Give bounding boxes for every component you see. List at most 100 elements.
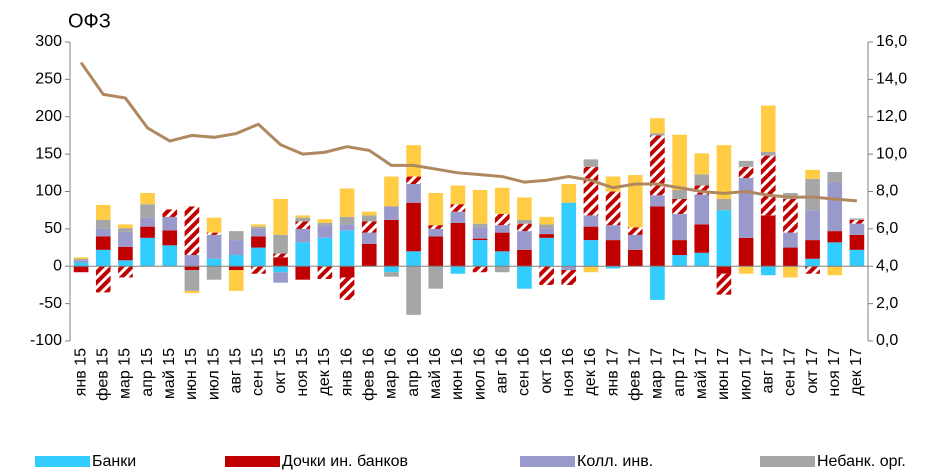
bar (162, 230, 178, 246)
bar (273, 234, 288, 254)
bar (650, 206, 665, 267)
bar (805, 210, 820, 241)
bar (650, 266, 665, 300)
bar (827, 172, 843, 183)
bar (228, 255, 244, 267)
x-tick-label: дек 16 (582, 348, 599, 396)
bar (206, 258, 222, 267)
bar (716, 210, 732, 267)
bar (738, 237, 754, 267)
bar (760, 215, 776, 267)
y2-tick-label: 0,0 (876, 332, 898, 349)
bar (228, 269, 244, 291)
bar (339, 216, 355, 225)
bar (517, 231, 532, 250)
bar (361, 211, 377, 216)
x-tick-label: дек 15 (316, 348, 333, 396)
bar (849, 249, 865, 267)
bar (162, 245, 178, 267)
bar (228, 266, 244, 270)
bar (805, 266, 820, 274)
x-tick-label: мар 15 (117, 348, 134, 399)
legend-swatch (35, 456, 90, 467)
bar (849, 218, 865, 220)
x-tick-label: июл 17 (737, 348, 754, 400)
bar (760, 266, 776, 276)
bar (339, 277, 355, 300)
y2-tick-label: 6,0 (876, 220, 898, 237)
x-tick-label: мар 16 (383, 348, 400, 399)
bar (406, 145, 421, 177)
bar (317, 237, 333, 267)
bar (73, 258, 89, 261)
bar (650, 135, 665, 196)
bar (583, 240, 599, 267)
bar (118, 260, 133, 267)
bar (672, 198, 687, 214)
bar (118, 266, 133, 278)
y2-tick-label: 10,0 (876, 145, 907, 162)
bar (583, 266, 599, 273)
bar (694, 252, 710, 267)
bar (627, 249, 643, 267)
bar (406, 202, 421, 252)
x-tick-label: апр 15 (139, 348, 156, 397)
bar (406, 266, 421, 315)
bar (273, 257, 288, 267)
legend-label: Колл. инв. (577, 453, 653, 470)
bar (672, 240, 687, 256)
bar (95, 236, 111, 250)
bar (406, 251, 421, 267)
y2-tick-label: 16,0 (876, 33, 907, 50)
bar (472, 190, 488, 224)
x-tick-label: май 15 (161, 348, 178, 399)
bar (339, 188, 355, 217)
bar (317, 225, 333, 238)
bar (140, 217, 155, 227)
bar (605, 240, 621, 267)
bar (73, 260, 89, 263)
bar (738, 178, 754, 238)
bar (206, 266, 222, 280)
bar (118, 246, 133, 261)
bar (317, 222, 333, 226)
bar (494, 187, 510, 214)
bar (849, 219, 865, 224)
y-tick-label: 0 (53, 257, 62, 274)
bar (251, 224, 266, 227)
x-tick-label: июн 17 (715, 348, 732, 400)
bar (384, 266, 399, 273)
x-tick-label: июл 16 (471, 348, 488, 400)
bar (716, 266, 732, 274)
bar (627, 234, 643, 250)
bar (95, 266, 111, 293)
bar (650, 133, 665, 136)
x-tick-label: фев 15 (94, 348, 111, 401)
bar (494, 225, 510, 233)
bar (118, 228, 133, 232)
bar (73, 257, 89, 259)
x-tick-label: сен 16 (516, 348, 533, 396)
bar (494, 232, 510, 252)
bar (295, 215, 311, 218)
bar (716, 198, 732, 211)
bar (406, 176, 421, 185)
bar (228, 231, 244, 241)
bar (472, 227, 488, 239)
bar (184, 266, 200, 270)
bar (472, 238, 488, 241)
bar (494, 266, 510, 273)
bar (783, 232, 798, 248)
bar (162, 209, 178, 217)
bar (805, 178, 820, 211)
bar (517, 197, 532, 220)
bar (206, 232, 222, 235)
bar (472, 266, 488, 273)
x-tick-label: сен 17 (782, 348, 799, 396)
x-tick-label: фев 16 (360, 348, 377, 401)
bar (694, 224, 710, 253)
legend-swatch (225, 456, 280, 467)
bar (162, 216, 178, 231)
legend-label: Небанк. орг. (817, 453, 906, 470)
